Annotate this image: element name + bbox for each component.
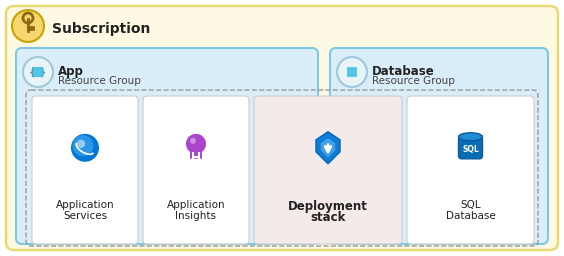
Text: Services: Services [63,211,107,221]
Polygon shape [316,132,340,164]
Text: Deployment: Deployment [288,200,368,212]
Text: Database: Database [372,65,435,78]
FancyBboxPatch shape [330,48,548,244]
Circle shape [23,57,53,87]
Ellipse shape [459,133,482,141]
FancyBboxPatch shape [33,67,43,77]
Text: Application: Application [167,200,225,210]
FancyBboxPatch shape [143,96,249,244]
Text: { }: { } [29,67,47,77]
Circle shape [186,134,206,154]
Text: App: App [58,65,84,78]
FancyBboxPatch shape [32,96,138,244]
Text: Database: Database [446,211,495,221]
Text: Insights: Insights [175,211,217,221]
Circle shape [71,134,99,162]
FancyBboxPatch shape [6,6,558,250]
Circle shape [337,57,367,87]
Text: Subscription: Subscription [52,22,151,36]
Circle shape [77,140,85,148]
FancyBboxPatch shape [407,96,534,244]
Circle shape [73,135,94,156]
Text: Resource Group: Resource Group [372,76,455,86]
FancyBboxPatch shape [16,48,318,244]
Circle shape [190,138,196,144]
Text: Application: Application [56,200,114,210]
Text: SQL: SQL [460,200,481,210]
Circle shape [12,10,44,42]
Text: stack: stack [310,211,346,223]
FancyBboxPatch shape [459,137,482,159]
Text: Resource Group: Resource Group [58,76,141,86]
FancyBboxPatch shape [347,67,357,77]
FancyBboxPatch shape [254,96,402,244]
FancyBboxPatch shape [190,152,202,159]
Text: SQL: SQL [462,145,479,154]
Polygon shape [321,138,335,157]
